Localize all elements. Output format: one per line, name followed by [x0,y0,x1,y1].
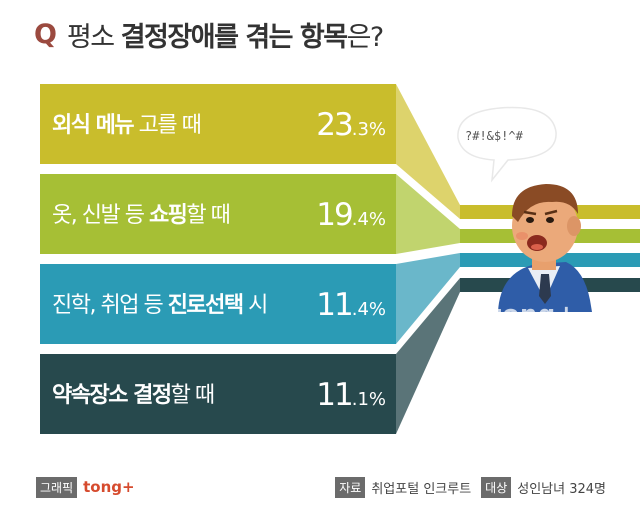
category-label-part: 진학, 취업 등 [52,293,168,318]
bar [40,84,396,164]
man-eye-left [526,217,534,223]
target-tag: 대상 [481,476,512,498]
title-text: 평소 결정장애를 겪는 항목은? [66,15,385,54]
category-label-part: 고를 때 [133,113,200,138]
funnel-connector [396,278,460,434]
category-label-part: 할 때 [186,203,229,228]
funnel-connector [396,253,460,344]
category-label: 약속장소 결정할 때 [52,383,214,408]
data-label-frac: .1% [352,389,386,410]
bar [40,174,396,254]
data-label: 23.3% [316,107,386,143]
data-label: 11.1% [316,377,386,413]
category-label-part: 외식 메뉴 [52,113,134,138]
question-mark-label: Q [34,18,57,50]
category-label: 진학, 취업 등 진로선택 시 [52,293,267,318]
man-tie [539,274,551,304]
category-label-part: 쇼핑 [149,203,186,228]
footer-source: 자료 취업포털 인크루트 대상 성인남녀 324명 [335,476,606,498]
man-hair [512,184,578,222]
category-label-part: 진로선택 [168,293,243,318]
category-label: 옷, 신발 등 쇼핑할 때 [52,203,230,228]
bar [40,264,396,344]
data-label: 11.4% [316,287,386,323]
category-label-part: 할 때 [171,383,214,408]
tong-logo: tong+ [83,478,135,496]
man-eye-right [546,217,554,223]
data-label-frac: .4% [352,209,386,230]
data-label-int: 19 [316,197,352,233]
man-brow-right [544,209,558,216]
source-tag: 자료 [335,476,366,498]
category-label-part: 약속장소 결정 [52,383,171,408]
chart-title: Q 평소 결정장애를 겪는 항목은? [34,14,385,54]
bars-layer: 외식 메뉴 고를 때 23.3%옷, 신발 등 쇼핑할 때 19.4%진학, 취업 … [40,84,640,434]
funnel-connector [396,84,460,219]
data-label-frac: .4% [352,299,386,320]
title-bold: 결정장애를 겪는 항목 [120,21,348,53]
man-cheek [516,232,528,240]
tong-watermark: tong+ [490,300,578,328]
man-tongue [531,244,543,250]
data-label-frac: .3% [352,119,386,140]
bar [40,354,396,434]
target-text: 성인남녀 324명 [517,481,606,497]
speech-text: ?#!&$!^# [465,129,524,143]
footer-credit: 그래픽 tong+ [36,476,135,498]
data-label-int: 23 [316,107,352,143]
category-label: 외식 메뉴 고를 때 [52,113,201,138]
graphic-tag: 그래픽 [36,476,78,498]
data-label: 19.4% [316,197,386,233]
man-brow-left [523,210,537,216]
data-label-int: 11 [316,377,351,413]
man-ear [567,216,581,236]
title-pre: 평소 [66,21,121,53]
speech-bubble [457,106,557,183]
category-label-part: 옷, 신발 등 [52,203,149,228]
category-label-part: 시 [243,293,267,318]
title-post: 은? [346,21,385,53]
funnel-connector [396,174,460,254]
man-illustration: ?#!&$!^# [457,106,592,312]
source-text: 취업포털 인크루트 [371,481,472,497]
data-label-int: 11 [316,287,351,323]
